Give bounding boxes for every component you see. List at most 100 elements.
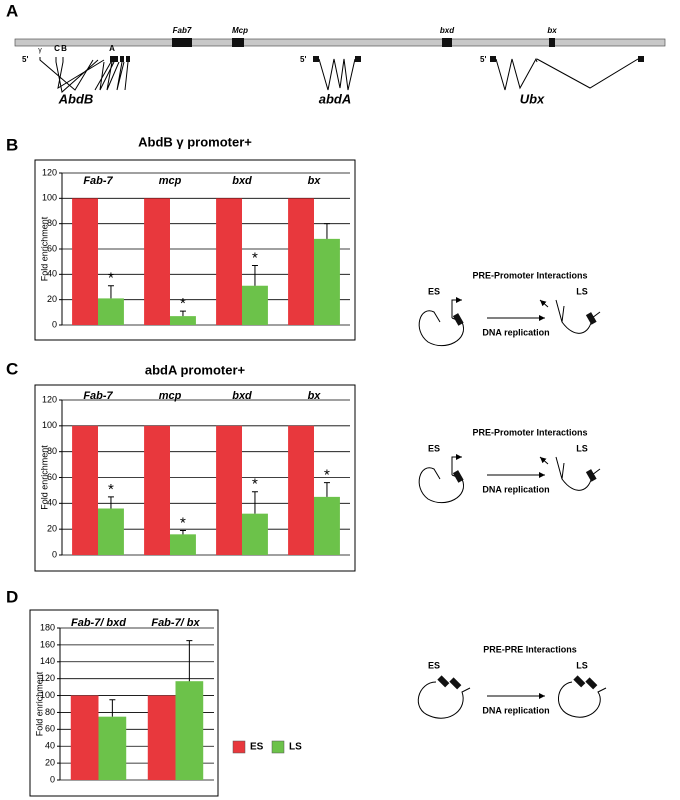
x-tick-label: Fab-7/ bxd — [71, 617, 126, 629]
element-label: bx — [547, 26, 557, 35]
promoter-label: B — [61, 44, 67, 53]
significance-mark: * — [252, 476, 258, 493]
y-tick-label: 40 — [45, 741, 55, 751]
schematic: PRE-Promoter Interactions ES LS DNA repl… — [418, 427, 601, 504]
chart-frame — [34, 384, 356, 572]
chart-title: abdA promoter+ — [145, 362, 246, 377]
y-tick-label: 120 — [42, 394, 57, 404]
y-tick-label: 140 — [40, 656, 55, 666]
y-tick-label: 40 — [47, 498, 57, 508]
y-tick-label: 180 — [40, 622, 55, 632]
five-prime: 5' — [300, 55, 306, 64]
bar — [242, 513, 268, 555]
promoter-label: A — [109, 44, 115, 53]
y-axis-label: Fold enrichment — [34, 671, 44, 736]
y-tick-label: 120 — [42, 167, 57, 177]
error-bar — [251, 491, 258, 514]
schematic-title: PRE-Promoter Interactions — [472, 427, 587, 437]
y-tick-label: 80 — [47, 446, 57, 456]
y-tick-label: 0 — [52, 319, 57, 329]
bar — [147, 695, 176, 780]
schematic-title: PRE-PRE Interactions — [483, 644, 577, 654]
error-bar — [186, 640, 193, 682]
element-label: Fab7 — [173, 26, 192, 35]
y-tick-label: 100 — [40, 690, 55, 700]
y-tick-label: 120 — [40, 673, 55, 683]
gene-label: Ubx — [520, 91, 545, 106]
bar — [175, 681, 204, 780]
bar — [314, 238, 340, 325]
schematic-label: ES — [428, 443, 440, 453]
bar — [314, 496, 340, 555]
error-bar — [107, 496, 114, 509]
legend-label: LS — [289, 742, 302, 753]
panel-label: C — [6, 359, 18, 378]
schematic: PRE-PRE Interactions ES LS DNA replicati… — [417, 644, 607, 719]
chart-frame — [34, 159, 356, 341]
y-tick-label: 0 — [52, 549, 57, 559]
legend-swatch — [232, 740, 246, 754]
bar — [170, 534, 196, 555]
gene-label: AbdB — [58, 91, 94, 106]
x-tick-label: Fab-7/ bx — [151, 617, 200, 629]
chart-title: AbdB γ promoter+ — [138, 134, 252, 149]
schematic-label: ES — [428, 660, 440, 670]
error-bar — [323, 223, 330, 239]
bar — [98, 508, 124, 555]
x-tick-label: bx — [308, 175, 322, 187]
bar — [288, 198, 314, 325]
element-label: Mcp — [232, 26, 248, 35]
five-prime: 5' — [480, 55, 486, 64]
significance-mark: * — [108, 270, 114, 287]
bar — [98, 716, 127, 780]
bar — [170, 316, 196, 325]
x-tick-label: bx — [308, 390, 322, 402]
schematic-label: LS — [576, 660, 588, 670]
bar — [144, 425, 170, 555]
schematic-label: ES — [428, 286, 440, 296]
element-label: bxd — [440, 26, 455, 35]
bar — [72, 198, 98, 325]
error-bar — [109, 699, 116, 717]
bar — [70, 695, 99, 780]
y-tick-label: 20 — [47, 294, 57, 304]
significance-mark: * — [252, 249, 258, 266]
y-tick-label: 60 — [45, 724, 55, 734]
promoter-label: γ — [38, 47, 42, 54]
bar — [216, 198, 242, 325]
schematic-label: DNA replication — [482, 484, 549, 494]
y-tick-label: 100 — [42, 420, 57, 430]
y-tick-label: 20 — [45, 757, 55, 767]
chart-frame — [29, 609, 219, 797]
x-tick-label: Fab-7 — [83, 175, 113, 187]
five-prime: 5' — [22, 55, 28, 64]
panel-label: A — [6, 1, 18, 20]
gene-map: Fab7 Mcp bxd bx 5' 5' 5' γ C B A AbdB ab… — [14, 26, 666, 106]
x-tick-label: mcp — [159, 175, 182, 187]
schematic-label: LS — [576, 443, 588, 453]
y-tick-label: 60 — [47, 472, 57, 482]
legend-label: ES — [250, 742, 264, 753]
legend-swatch — [271, 740, 285, 754]
significance-mark: * — [324, 467, 330, 484]
x-tick-label: bxd — [232, 175, 252, 187]
significance-mark: * — [180, 514, 186, 531]
y-axis-label: Fold enrichment — [39, 216, 49, 281]
panel-label: B — [6, 135, 18, 154]
gene-label: abdA — [319, 91, 352, 106]
schematic-title: PRE-Promoter Interactions — [472, 270, 587, 280]
error-bar — [107, 285, 114, 299]
bar — [72, 425, 98, 555]
bar — [144, 198, 170, 325]
schematic-label: DNA replication — [482, 327, 549, 337]
panel-label: D — [6, 587, 18, 606]
significance-mark: * — [108, 481, 114, 498]
bar — [98, 298, 124, 325]
y-tick-label: 0 — [50, 774, 55, 784]
bar — [288, 425, 314, 555]
significance-mark: * — [180, 295, 186, 312]
bar — [216, 425, 242, 555]
y-tick-label: 20 — [47, 524, 57, 534]
bar — [242, 285, 268, 325]
